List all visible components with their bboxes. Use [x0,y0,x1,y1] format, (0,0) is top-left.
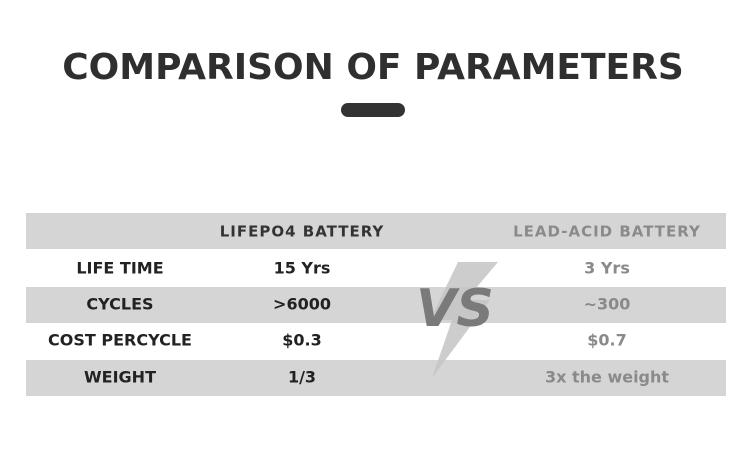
cell-value: 15 Yrs [274,259,331,278]
title: COMPARISON OF PARAMETERS [62,47,684,88]
cell-value: ~300 [584,295,631,314]
vs-label: VS [416,279,494,339]
cell-value: $0.7 [587,331,626,350]
header-row [26,213,726,249]
table-row [26,360,726,396]
cell-value: 3 Yrs [584,259,630,278]
lightning-bolt [430,262,498,378]
vs-badge: VS [416,262,498,378]
row-label: LIFE TIME [76,259,163,278]
title-underline [341,103,405,117]
table-row [26,251,726,287]
comparison-table: LIFEPO4 BATTERY LEAD-ACID BATTERY LIFE TIM… [26,213,726,396]
cell-value: >6000 [273,295,331,314]
table-row [26,323,726,359]
table-row [26,287,726,323]
row-label: WEIGHT [84,368,156,387]
cell-value: $0.3 [282,331,321,350]
header-cell: LEAD-ACID BATTERY [513,223,701,241]
row-label: CYCLES [86,295,153,314]
header-cell: LIFEPO4 BATTERY [220,223,385,241]
cell-value: 3x the weight [545,368,669,387]
cell-value: 1/3 [288,368,316,387]
row-label: COST PERCYCLE [48,331,192,350]
